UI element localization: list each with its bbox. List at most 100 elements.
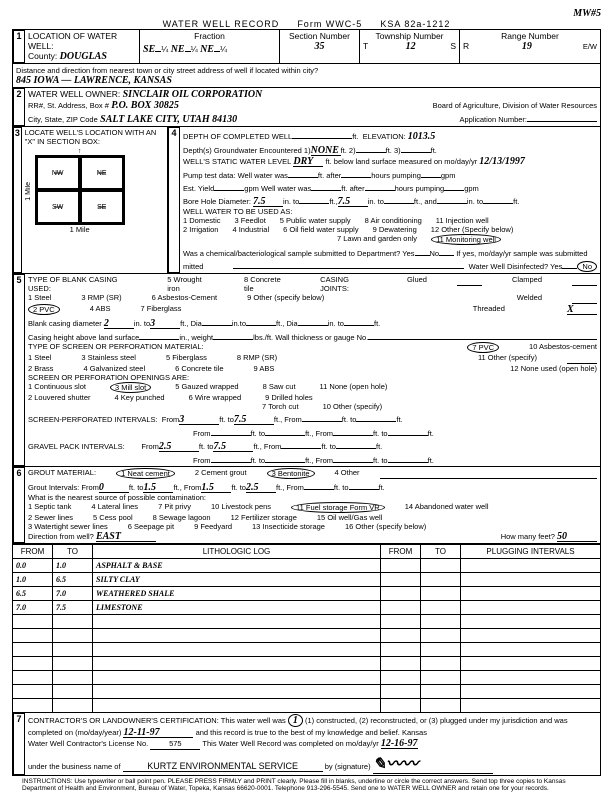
table-row <box>13 643 601 657</box>
col-to2: TO <box>421 545 461 559</box>
rng-dir: E/W <box>583 42 597 51</box>
use1: 1 Domestic <box>183 216 221 225</box>
table-row: 0.01.0ASPHALT & BASE <box>13 559 601 573</box>
disinfect: Water Well Disinfected? Yes <box>469 262 563 271</box>
f3b: ¼ <box>220 44 227 54</box>
chembact: Was a chemical/bacteriological sample su… <box>183 249 415 258</box>
s7-circled: 7 PVC <box>467 342 499 353</box>
ct12: 12 Fertilizer storage <box>231 513 297 522</box>
fto2b: ft. to <box>373 429 388 438</box>
mile-s: 1 Mile <box>35 225 125 234</box>
c8: 8 Concrete tile <box>244 275 290 293</box>
table-row <box>13 699 601 713</box>
sec5-num: 5 <box>13 274 25 466</box>
o8: 8 Saw cut <box>263 382 296 393</box>
fto1b: ft. to <box>342 415 357 424</box>
o9: 9 Drilled holes <box>265 393 313 402</box>
g2: 2 Cement grout <box>195 468 247 479</box>
from3: From <box>141 442 159 451</box>
fraction-label: Fraction <box>143 31 276 41</box>
s4: 4 Galvanized steel <box>83 364 145 373</box>
addr: 845 IOWA — LAWRENCE, KANSAS <box>16 75 172 86</box>
nw: NW <box>52 170 64 177</box>
no1: No <box>430 249 440 258</box>
threaded: Threaded <box>473 304 505 315</box>
ct14: 14 Abandoned water well <box>405 502 489 513</box>
rng-label: Range Number <box>463 31 597 41</box>
use9: 9 Dewatering <box>373 225 417 234</box>
clamped: Clamped <box>512 275 542 293</box>
twp: 12 <box>371 41 450 52</box>
bdia-label: Blank casing diameter <box>28 319 102 328</box>
twp-dir: S <box>450 41 456 51</box>
o6: 6 Wire wrapped <box>189 393 242 402</box>
table-row <box>13 615 601 629</box>
use7: 7 Lawn and garden only <box>337 234 417 245</box>
gpf1: 2.5 <box>159 441 199 452</box>
hours2: hours pumping <box>395 184 445 193</box>
hours: hours pumping <box>371 171 421 180</box>
table-row <box>13 657 601 671</box>
static-unit: ft. below land surface measured on mo/da… <box>325 157 477 166</box>
static-label: WELL'S STATIC WATER LEVEL <box>183 157 291 166</box>
elev-label: ELEVATION: <box>363 132 406 141</box>
use-circled: 11 Monitoring well <box>431 234 501 245</box>
cs-label: City, State, ZIP Code <box>28 115 98 124</box>
use3: 3 Feedlot <box>235 216 266 225</box>
col-log: LITHOLOGIC LOG <box>93 545 381 559</box>
ct11-circled: 11 Fuel storage Form VR <box>291 502 385 513</box>
open-label: SCREEN OR PERFORATION OPENINGS ARE: <box>28 373 597 382</box>
col-to: TO <box>53 545 93 559</box>
ifyes: If yes, mo/day/yr sample was submitted <box>456 249 587 258</box>
mw-id: MW#5 <box>573 8 601 19</box>
sw: SW <box>52 204 63 211</box>
f1b: ¼ <box>161 44 168 54</box>
pump-label: Pump test data: Well water was <box>183 171 288 180</box>
table-row: 7.07.5LIMESTONE <box>13 601 601 615</box>
bdia: 2 <box>104 318 134 329</box>
section-grid: NW NE SW SE <box>35 155 125 225</box>
o7: 7 Torch cut <box>262 402 299 411</box>
sec-label: Section Number <box>283 31 356 41</box>
s5: 5 Fiberglass <box>166 353 207 364</box>
welded: Welded <box>517 293 542 304</box>
f1a: SE <box>143 44 155 55</box>
ne: NE <box>97 170 107 177</box>
ct10: 10 Livestock pens <box>211 502 271 513</box>
from1: From <box>162 415 180 424</box>
comp-date: 12-11-97 <box>123 727 193 738</box>
c7: 7 Fiberglass <box>141 304 182 315</box>
c2-circled: 2 PVC <box>28 304 60 315</box>
use8: 8 Air conditioning <box>365 216 422 225</box>
ct1: 1 Septic tank <box>28 502 71 513</box>
s2: 2 Brass <box>28 364 53 373</box>
bdia-into: in. to <box>134 319 150 328</box>
rr-label: RR#, St. Address, Box # <box>28 101 109 110</box>
o11: 11 None (open hole) <box>320 382 388 393</box>
form-id: Form WWC-5 <box>297 19 362 29</box>
dir-label: Direction from well? <box>28 532 94 541</box>
bore2: 7.5 <box>338 196 368 207</box>
comp-label: completed on (mo/day/year) <box>28 728 121 737</box>
g3-circled: 3 Bentonite <box>267 468 315 479</box>
sec-num: 35 <box>283 41 356 52</box>
after: ft. after <box>318 171 341 180</box>
cert-1: 1 <box>288 714 303 727</box>
ftf2: ft., From <box>305 429 333 438</box>
n-label: ↑ <box>35 148 125 155</box>
county-label: County: <box>28 51 57 61</box>
g4: 4 Other <box>335 468 360 479</box>
gpm2: gpm <box>464 184 479 193</box>
use5: 5 Public water supply <box>280 216 351 225</box>
boreand: ft., and <box>414 197 437 206</box>
after2: ft. after <box>341 184 364 193</box>
table-row: 1.06.5SILTY CLAY <box>13 573 601 587</box>
bdia2: 3 <box>150 318 180 329</box>
col-from: FROM <box>13 545 53 559</box>
f2b: ¼ <box>191 44 198 54</box>
s12: 12 None used (open hole) <box>510 364 597 373</box>
gpt1: 7.5 <box>213 441 253 452</box>
bore-label: Bore Hole Diameter: <box>183 197 251 206</box>
gi-label: Grout Intervals: <box>28 483 79 492</box>
sec5-label: TYPE OF BLANK CASING USED: <box>28 275 137 293</box>
